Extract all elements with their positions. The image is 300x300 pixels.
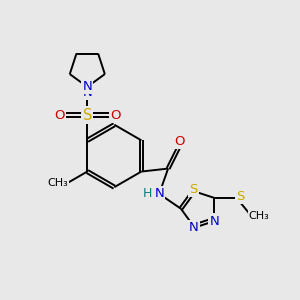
Text: O: O <box>110 109 121 122</box>
Text: S: S <box>189 183 198 196</box>
Text: N: N <box>209 214 219 227</box>
Text: O: O <box>54 109 64 122</box>
Text: S: S <box>82 108 92 123</box>
Text: CH₃: CH₃ <box>248 211 269 221</box>
Text: N: N <box>82 80 92 93</box>
Text: O: O <box>175 135 185 148</box>
Text: CH₃: CH₃ <box>47 178 68 188</box>
Text: N: N <box>154 187 164 200</box>
Text: H: H <box>143 187 153 200</box>
Text: N: N <box>82 86 92 99</box>
Text: N: N <box>189 221 199 234</box>
Text: S: S <box>236 190 244 203</box>
